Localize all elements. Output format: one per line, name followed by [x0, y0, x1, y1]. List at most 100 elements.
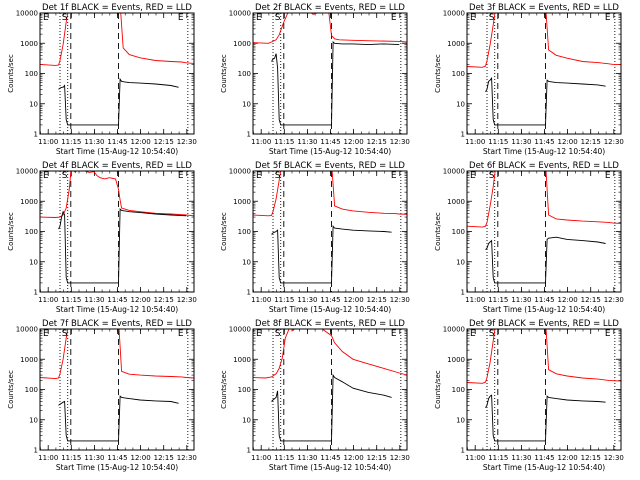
y-tick-label: 1000 [233, 40, 251, 48]
x-axis-label: Start Time (15-Aug-12 10:54:40) [483, 463, 605, 472]
y-tick-label: 10000 [443, 10, 465, 18]
y-tick-label: 1 [461, 289, 465, 297]
y-tick-label: 10 [29, 416, 38, 424]
series-line-black [58, 208, 187, 284]
x-tick-label: 11:15 [61, 138, 81, 146]
x-axis-label: Start Time (15-Aug-12 10:54:40) [56, 463, 178, 472]
series-line-black [485, 394, 606, 442]
x-tick-label: 11:15 [488, 296, 508, 304]
x-tick-label: 11:30 [84, 138, 104, 146]
y-tick-label: 10000 [229, 168, 251, 176]
x-tick-label: 11:15 [61, 454, 81, 462]
series-line-red [467, 329, 621, 384]
y-axis-label: Counts/sec [7, 370, 15, 409]
marker-annotation: E [470, 13, 476, 23]
y-tick-label: 100 [25, 228, 38, 236]
x-tick-label: 12:00 [131, 138, 151, 146]
x-tick-label: 11:30 [297, 138, 317, 146]
y-tick-label: 100 [452, 228, 465, 236]
plot-frame [252, 170, 408, 293]
panel-4: Det 4f BLACK = Events, RED = LLD Counts/s… [7, 161, 197, 314]
y-tick-label: 100 [452, 386, 465, 394]
y-tick-label: 1 [461, 131, 465, 139]
y-tick-label: 10 [242, 100, 251, 108]
panel-3: Det 3f BLACK = Events, RED = LLD Counts/s… [434, 3, 624, 156]
series-line-red [253, 171, 407, 217]
marker-annotation: S [489, 329, 495, 339]
x-tick-label: 11:45 [320, 454, 340, 462]
marker-annotation: S [275, 329, 281, 339]
x-tick-label: 12:15 [367, 296, 387, 304]
panel-6: Det 6f BLACK = Events, RED = LLD Counts/s… [434, 161, 624, 314]
marker-annotation: S [62, 329, 68, 339]
marker-annotation: E [470, 171, 476, 181]
panel-title: Det 7f BLACK = Events, RED = LLD [42, 319, 192, 329]
x-tick-label: 11:15 [274, 138, 294, 146]
series-line-black [58, 77, 179, 126]
x-tick-label: 12:30 [177, 296, 197, 304]
y-tick-label: 100 [238, 386, 251, 394]
series-line-black [485, 236, 606, 284]
y-tick-label: 10000 [229, 10, 251, 18]
x-tick-label: 11:45 [320, 138, 340, 146]
x-tick-label: 11:45 [534, 138, 554, 146]
y-tick-label: 10000 [16, 168, 38, 176]
x-tick-label: 11:30 [511, 138, 531, 146]
y-axis-label: Counts/sec [220, 54, 228, 93]
x-tick-label: 11:30 [84, 454, 104, 462]
y-tick-label: 10 [456, 100, 465, 108]
plot-frame [252, 328, 408, 451]
x-tick-label: 11:00 [251, 454, 271, 462]
marker-annotation: E [256, 329, 262, 339]
marker-annotation: E [391, 13, 397, 23]
x-tick-label: 12:00 [131, 296, 151, 304]
y-tick-label: 10000 [16, 10, 38, 18]
x-axis-label: Start Time (15-Aug-12 10:54:40) [269, 147, 391, 156]
y-tick-label: 10 [242, 416, 251, 424]
x-axis-label: Start Time (15-Aug-12 10:54:40) [483, 147, 605, 156]
x-tick-label: 12:30 [177, 454, 197, 462]
marker-annotation: E [605, 329, 611, 339]
y-axis-label: Counts/sec [7, 54, 15, 93]
x-tick-label: 11:00 [251, 296, 271, 304]
x-tick-label: 12:00 [131, 454, 151, 462]
x-axis-label: Start Time (15-Aug-12 10:54:40) [56, 305, 178, 314]
x-tick-label: 12:30 [390, 138, 410, 146]
y-tick-label: 10 [29, 258, 38, 266]
marker-annotation: E [43, 13, 49, 23]
y-tick-label: 10 [242, 258, 251, 266]
y-tick-label: 1 [247, 131, 251, 139]
x-tick-label: 12:00 [344, 454, 364, 462]
x-tick-label: 11:45 [534, 296, 554, 304]
y-tick-label: 1000 [233, 198, 251, 206]
panel-2: Det 2f BLACK = Events, RED = LLD Counts/s… [220, 3, 410, 156]
plot-frame [466, 170, 622, 293]
marker-annotation: S [275, 13, 281, 23]
x-tick-label: 12:15 [154, 454, 174, 462]
x-tick-label: 12:00 [344, 138, 364, 146]
y-tick-label: 10 [29, 100, 38, 108]
panel-title: Det 4f BLACK = Events, RED = LLD [42, 161, 192, 171]
x-tick-label: 11:15 [61, 296, 81, 304]
x-tick-label: 12:15 [367, 454, 387, 462]
plot-frame [39, 170, 195, 293]
plot-frame [466, 12, 622, 135]
series-line-red [40, 329, 194, 380]
panel-title: Det 1f BLACK = Events, RED = LLD [42, 3, 192, 13]
x-tick-label: 11:00 [465, 454, 485, 462]
x-tick-label: 12:00 [558, 296, 578, 304]
x-tick-label: 11:00 [38, 296, 58, 304]
panel-5: Det 5f BLACK = Events, RED = LLD Counts/s… [220, 161, 410, 314]
x-tick-label: 11:15 [274, 296, 294, 304]
y-tick-label: 1000 [20, 198, 38, 206]
x-tick-label: 11:45 [107, 138, 127, 146]
x-tick-label: 12:15 [581, 296, 601, 304]
x-tick-label: 11:15 [488, 138, 508, 146]
y-tick-label: 1 [247, 447, 251, 455]
panel-title: Det 6f BLACK = Events, RED = LLD [469, 161, 619, 171]
x-tick-label: 12:30 [390, 296, 410, 304]
x-tick-label: 11:30 [297, 454, 317, 462]
panel-title: Det 9f BLACK = Events, RED = LLD [469, 319, 619, 329]
marker-annotation: S [62, 171, 68, 181]
series-line-black [271, 224, 392, 284]
